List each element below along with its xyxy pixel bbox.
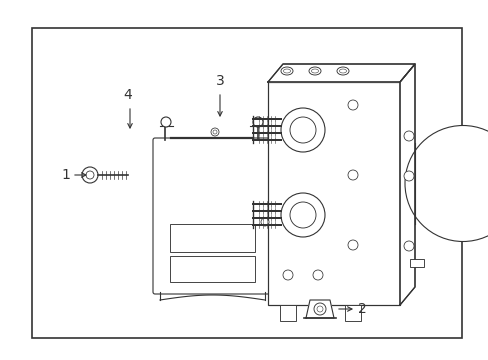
Circle shape [403,241,413,251]
Circle shape [252,117,263,127]
Ellipse shape [311,69,318,73]
Circle shape [82,167,98,183]
Circle shape [316,306,323,312]
Circle shape [347,100,357,110]
Circle shape [281,108,325,152]
Text: 4: 4 [123,88,132,102]
Ellipse shape [339,69,346,73]
Circle shape [404,126,488,242]
Bar [170,256,254,282]
Circle shape [312,270,323,280]
Bar [32,28,461,338]
Text: 3: 3 [215,74,224,88]
FancyBboxPatch shape [153,138,271,294]
Ellipse shape [283,69,290,73]
Bar [345,305,360,321]
Circle shape [289,202,315,228]
Circle shape [403,171,413,181]
Circle shape [86,171,94,179]
Bar [170,224,254,252]
Ellipse shape [336,67,348,75]
Polygon shape [399,64,414,305]
Ellipse shape [281,67,292,75]
Circle shape [347,240,357,250]
Bar [280,305,295,321]
Text: 1: 1 [61,168,70,182]
Bar [267,82,399,305]
Circle shape [213,130,217,134]
Circle shape [313,303,325,315]
Circle shape [210,128,219,136]
Circle shape [261,218,268,226]
Bar [409,259,423,267]
Polygon shape [305,300,333,318]
Polygon shape [267,64,414,82]
Circle shape [161,117,171,127]
Circle shape [403,131,413,141]
Ellipse shape [308,67,320,75]
Circle shape [347,170,357,180]
Text: 2: 2 [357,302,366,316]
Circle shape [281,193,325,237]
Circle shape [283,270,292,280]
Circle shape [289,117,315,143]
